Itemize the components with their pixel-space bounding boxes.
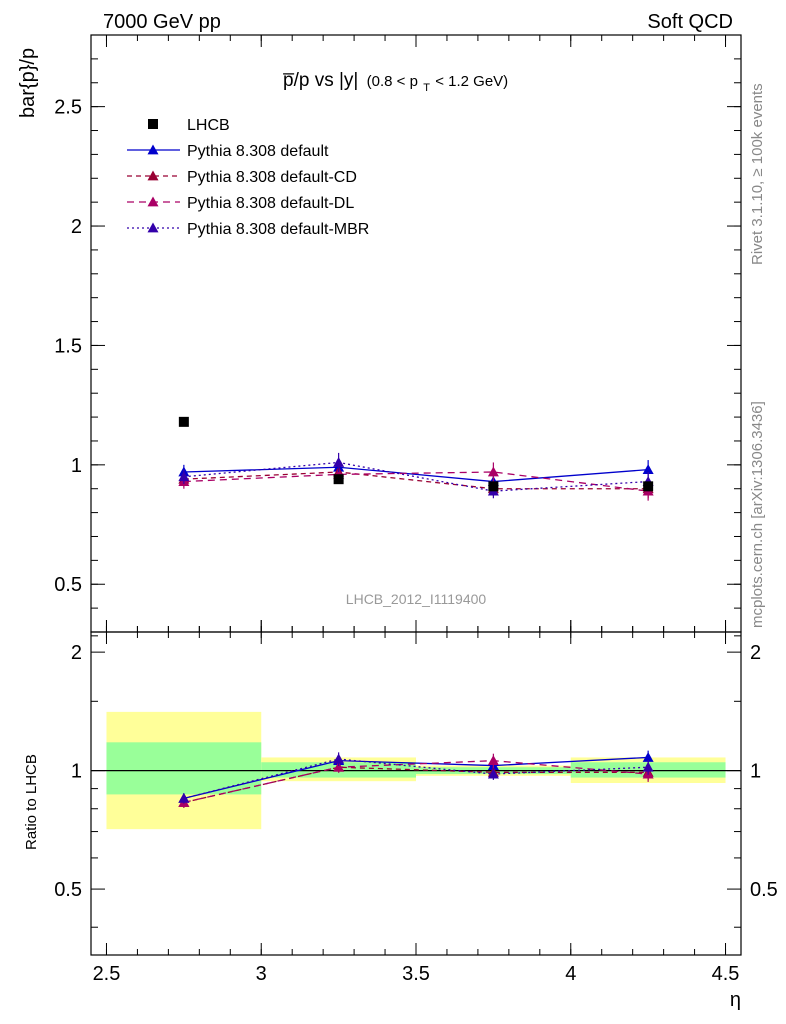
ratio-y-tick-label-right: 1 [750,761,761,783]
series-ratio-marker [333,761,345,772]
series-ratio-marker [178,792,190,803]
x-tick-label: 2.5 [93,963,121,985]
header-right: Soft QCD [647,11,733,33]
legend: LHCB Pythia 8.308 default Pythia 8.308 def… [127,117,369,238]
series-line [183,466,649,483]
ratio-y-tick-label: 2 [71,642,82,664]
series-ratio-line [183,766,649,804]
series-ratio-marker [487,755,499,766]
chart-title: p̅/p vs |y| (0.8 < p T < 1.2 GeV) [283,70,509,96]
x-tick-label: 4 [565,963,576,985]
series-marker [642,464,654,475]
legend-marker [147,196,159,207]
x-tick-label: 3 [256,963,267,985]
y-tick-label: 0.5 [54,574,82,596]
data-point [178,416,189,427]
data-point [333,474,344,485]
ratio-y-tick-label: 1 [71,761,82,783]
ratio-y-tick-label-right: 2 [750,642,761,664]
axis-ticks: 2.5 3 3.5 4 4.5 0.5 1 1.5 2 2.5 0.5 0.5 1 1 2 2 [54,34,778,985]
x-tick-label: 3.5 [402,963,430,985]
x-axis-label: η [730,989,741,1011]
data-point [643,481,654,492]
y-tick-label: 1.5 [54,335,82,357]
series-layer [178,416,654,808]
data-point [488,481,499,492]
series-ratio-marker [333,753,345,764]
legend-marker-data [148,119,158,129]
ratio-y-tick-label: 0.5 [54,879,82,901]
series-ratio-marker [642,751,654,762]
legend-label: Pythia 8.308 default-DL [187,195,354,212]
series-marker [333,456,345,467]
analysis-label: LHCB_2012_I1119400 [346,591,487,607]
header-left: 7000 GeV pp [103,11,221,33]
legend-label: Pythia 8.308 default-CD [187,169,357,186]
series-ratio-marker [642,761,654,772]
ratio-y-tick-label-right: 0.5 [750,879,778,901]
series-marker [178,471,190,482]
series-ratio-marker [487,768,499,779]
chart-title-sub: T [423,82,430,94]
rivet-label: Rivet 3.1.10, ≥ 100k events [749,83,766,265]
series-line [183,461,649,492]
y-axis-label: bar{p}/p [17,48,39,118]
legend-marker [147,144,159,155]
series-line [183,471,649,492]
data-series [178,416,654,492]
mcplots-label: mcplots.cern.ch [arXiv:1306.3436] [749,401,766,628]
chart-title-range: (0.8 < p [367,73,418,90]
chart-title-main: p̅/p vs |y| [283,70,359,91]
legend-marker [147,222,159,233]
y-tick-label: 2.5 [54,97,82,119]
legend-label-data: LHCB [187,117,230,134]
series-marker [487,466,499,477]
ratio-band-inner [106,742,262,795]
y-tick-label: 1 [71,455,82,477]
chart-title-unit: < 1.2 GeV) [435,73,508,90]
ratio-y-axis-label: Ratio to LHCB [23,754,40,850]
series-ratio-line [183,756,649,800]
series-line [183,471,649,490]
legend-label: Pythia 8.308 default [187,143,329,160]
legend-marker [147,170,159,181]
x-tick-label: 4.5 [712,963,740,985]
y-tick-label: 2 [71,216,82,238]
legend-label: Pythia 8.308 default-MBR [187,221,369,238]
